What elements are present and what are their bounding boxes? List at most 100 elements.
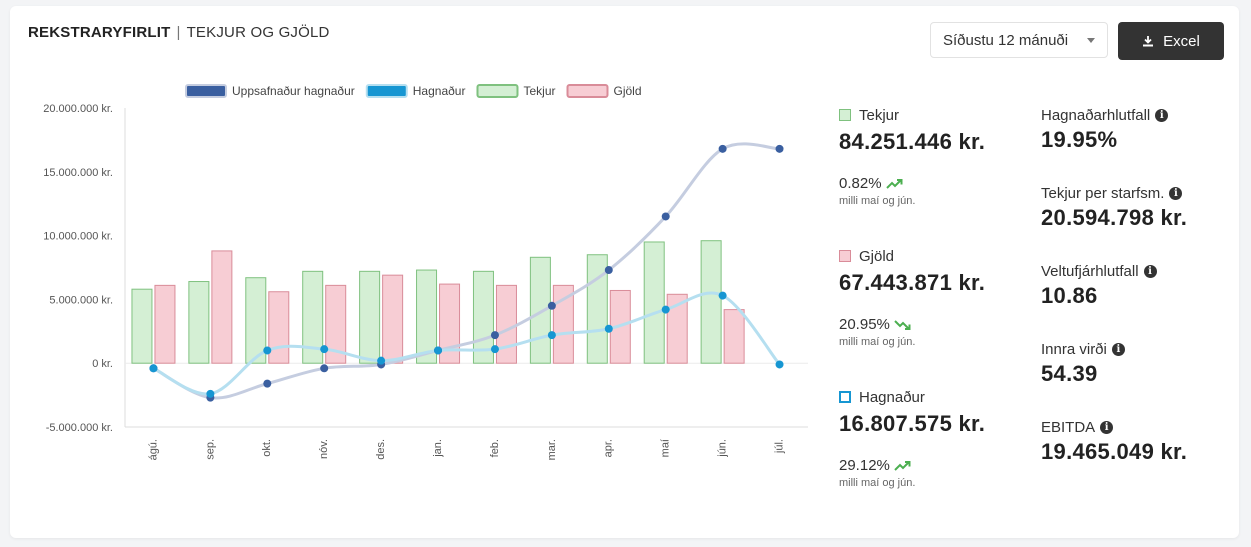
info-icon[interactable]: i [1100, 420, 1114, 434]
gjold-swatch [839, 250, 851, 262]
x-tick-label: des. [375, 439, 387, 460]
x-tick-label: apr. [603, 439, 615, 457]
gjold-bar [495, 284, 517, 364]
gjold-bar [268, 291, 290, 364]
chevron-down-icon [1087, 37, 1095, 43]
gjold-bar [723, 309, 745, 364]
tekjur-bar [245, 277, 267, 364]
title-separator: | [176, 24, 181, 41]
summary-hagnadur: Hagnaður 16.807.575 kr. 29.12% milli maí… [839, 387, 985, 489]
tekjur-bar [643, 241, 665, 364]
legend-label: Hagnaður [413, 84, 466, 98]
gjold-value: 67.443.871 kr. [839, 270, 986, 295]
cumulative-profit-point [661, 212, 670, 221]
title-subtitle: TEKJUR OG GJÖLD [186, 24, 330, 41]
x-tick-label: júl. [773, 439, 785, 454]
gjold-bar [666, 293, 688, 364]
gjold-pct: 20.95% [839, 316, 890, 333]
profit-point [775, 360, 784, 369]
trend-down-icon [894, 319, 911, 330]
kpi-value: 54.39 [1041, 361, 1098, 386]
cumulative-profit-point [263, 379, 272, 388]
profit-point [377, 356, 386, 365]
tekjur-label: Tekjur [859, 106, 900, 124]
cumulative-profit-point [547, 301, 556, 310]
profit-point [547, 331, 556, 340]
profit-point [263, 346, 272, 355]
hagnadur-value: 16.807.575 kr. [839, 411, 986, 436]
y-tick-label: 15.000.000 kr. [43, 167, 113, 179]
tekjur-swatch [839, 109, 851, 121]
download-icon [1143, 36, 1154, 47]
kpi-value: 20.594.798 kr. [1041, 205, 1188, 230]
x-tick-label: jan. [432, 439, 444, 458]
trend-up-icon [894, 460, 911, 471]
excel-export-button[interactable]: Excel [1118, 22, 1224, 60]
y-tick-label: 5.000.000 kr. [49, 294, 113, 306]
x-tick-label: sep. [204, 439, 216, 460]
legend-swatch [476, 84, 519, 98]
tekjur-value: 84.251.446 kr. [839, 129, 986, 154]
y-tick-label: -5.000.000 kr. [46, 422, 113, 434]
profit-point [490, 345, 499, 354]
tekjur-bar [188, 281, 210, 364]
gjold-bar [154, 284, 176, 364]
gjold-label: Gjöld [859, 247, 895, 265]
kpi-label: EBITDA [1041, 418, 1096, 436]
cumulative-profit-point [604, 266, 613, 275]
legend-label: Gjöld [614, 84, 642, 98]
info-icon[interactable]: i [1143, 264, 1157, 278]
gjold-bar [325, 284, 347, 364]
kpi-value: 19.95% [1041, 127, 1118, 152]
kpi-profit-ratio: Hagnaðarhlutfall i 19.95% [1041, 105, 1169, 153]
profit-point [434, 346, 443, 355]
title-bold: REKSTRARYFIRLIT [28, 24, 171, 41]
hagnadur-swatch [839, 391, 851, 403]
gjold-bar [211, 250, 233, 364]
x-tick-label: ágú. [147, 439, 159, 460]
tekjur-bar [529, 256, 551, 364]
tekjur-bar [359, 270, 381, 364]
info-icon[interactable]: i [1111, 342, 1125, 356]
kpi-current-ratio: Veltufjárhlutfall i 10.86 [1041, 261, 1157, 309]
cumulative-profit-point [490, 331, 499, 340]
cumulative-profit-point [320, 364, 329, 373]
profit-point [661, 305, 670, 314]
cumulative-profit-point [775, 144, 784, 153]
profit-point [604, 324, 613, 333]
y-tick-label: 20.000.000 kr. [43, 103, 113, 115]
x-tick-label: okt. [261, 439, 273, 457]
trend-up-icon [885, 178, 903, 189]
legend-swatch [566, 84, 609, 98]
info-icon[interactable]: i [1169, 186, 1183, 200]
page-title: REKSTRARYFIRLIT | TEKJUR OG GJÖLD [28, 24, 330, 41]
legend-label: Tekjur [523, 84, 555, 98]
profit-point [206, 389, 215, 398]
x-tick-label: mar. [546, 439, 558, 460]
kpi-ebitda: EBITDA i 19.465.049 kr. [1041, 417, 1187, 465]
period-select[interactable]: Síðustu 12 mánuði [930, 22, 1108, 58]
kpi-label: Tekjur per starfsm. [1041, 184, 1165, 202]
cumulative-profit-line [152, 142, 780, 400]
info-icon[interactable]: i [1155, 108, 1169, 122]
gjold-note: milli maí og jún. [839, 336, 916, 348]
kpi-book-value: Innra virði i 54.39 [1041, 339, 1125, 387]
kpi-revenue-per-employee: Tekjur per starfsm. i 20.594.798 kr. [1041, 183, 1187, 231]
kpi-value: 19.465.049 kr. [1041, 439, 1188, 464]
kpi-value: 10.86 [1041, 283, 1098, 308]
x-tick-label: maí [660, 439, 672, 457]
tekjur-bar [416, 269, 438, 364]
operating-overview-card: REKSTRARYFIRLIT | TEKJUR OG GJÖLD Síðustu … [10, 6, 1239, 538]
kpi-label: Innra virði [1041, 340, 1107, 358]
summary-tekjur: Tekjur 84.251.446 kr. 0.82% milli maí og… [839, 105, 985, 207]
x-tick-label: feb. [489, 439, 501, 457]
tekjur-pct: 0.82% [839, 175, 882, 192]
legend-swatch [365, 84, 408, 98]
tekjur-note: milli maí og jún. [839, 195, 916, 207]
tekjur-bar [131, 288, 153, 364]
x-tick-label: jún. [717, 439, 729, 458]
x-tick-label: nóv. [318, 439, 330, 459]
profit-point [320, 345, 329, 354]
kpi-label: Hagnaðarhlutfall [1041, 106, 1151, 124]
tekjur-bar [700, 240, 722, 364]
